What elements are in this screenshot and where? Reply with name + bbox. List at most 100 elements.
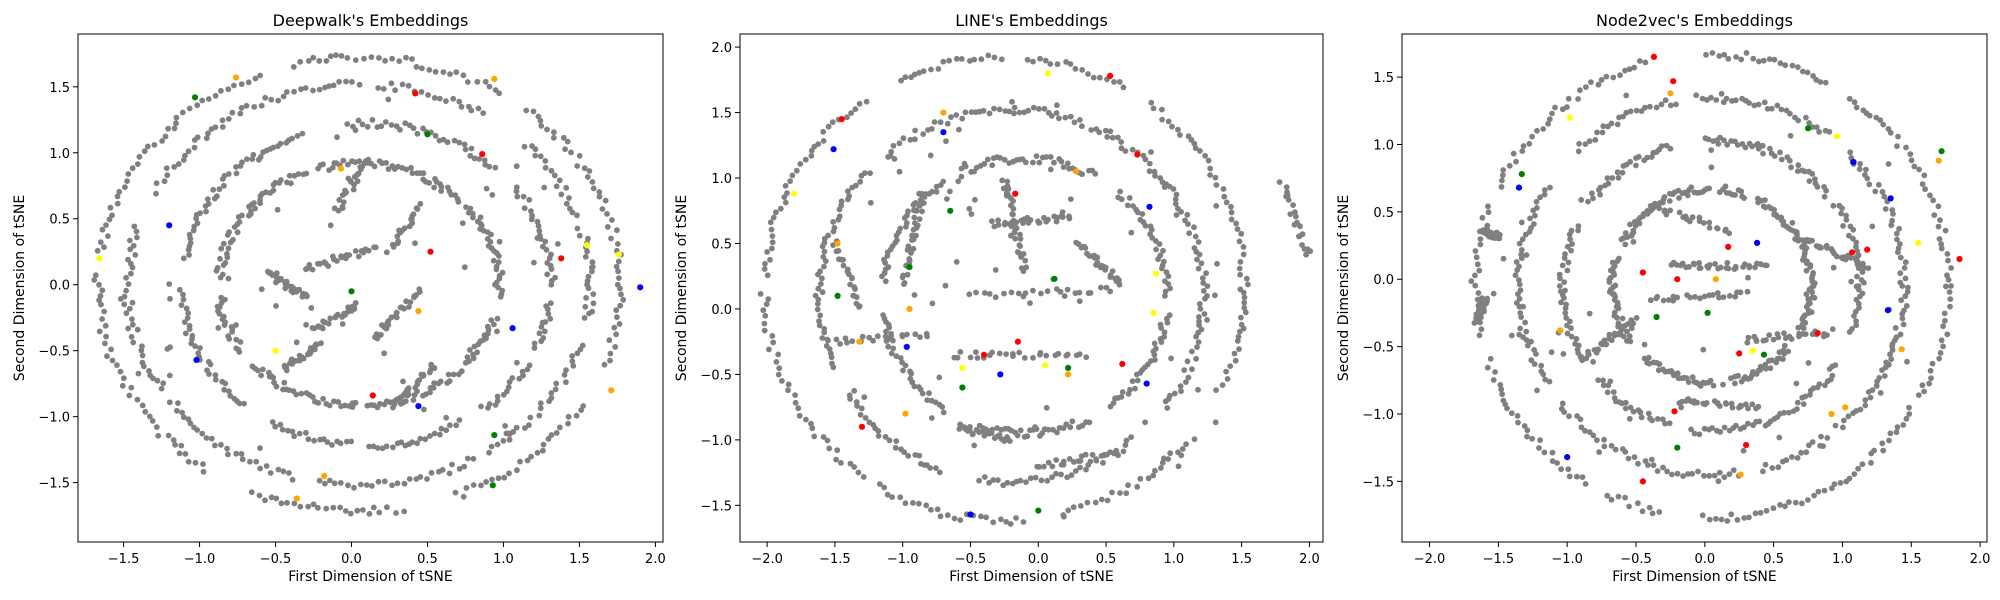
chart-1-point-grey: [995, 217, 1001, 224]
chart-1-point-grey: [973, 289, 979, 296]
chart-1-point-grey: [1077, 458, 1084, 464]
chart-0-point-grey: [101, 244, 107, 251]
chart-1-point-grey: [984, 156, 991, 163]
chart-1-point-grey: [906, 257, 913, 264]
chart-2-point-grey: [1735, 187, 1742, 194]
chart-2-point-grey: [1800, 401, 1807, 407]
chart-2-point-grey: [1534, 127, 1540, 134]
chart-0-point-grey: [418, 89, 425, 95]
chart-1-point-grey: [847, 396, 853, 402]
chart-1-point-grey: [1196, 318, 1202, 325]
chart-0-point-grey: [368, 54, 375, 60]
chart-1-point-grey: [1090, 74, 1097, 81]
chart-2-point: [1704, 309, 1711, 316]
chart-1-point-grey: [1191, 436, 1198, 443]
chart-0-point-grey: [218, 87, 224, 94]
chart-2-point-grey: [1853, 104, 1860, 111]
chart-0-point-grey: [555, 241, 561, 247]
chart-1-series-4: [834, 207, 1072, 514]
chart-1-point-grey: [1015, 290, 1022, 297]
chart-1-point: [906, 264, 913, 271]
chart-1-point-grey: [1167, 285, 1173, 292]
chart-2-panel: −2.0 −1.5 −1.0 −0.5 0.0 0.5 1.0 1.5 2.0−1.5−1.0−…: [1336, 11, 1990, 585]
chart-0-point-grey: [521, 205, 528, 212]
chart-2-point-grey: [1775, 334, 1782, 341]
chart-1-point-grey: [1067, 61, 1074, 67]
chart-0-point-grey: [165, 125, 172, 132]
chart-2-point-grey: [1757, 363, 1764, 370]
chart-2-point-grey: [1558, 466, 1564, 473]
chart-0-point-grey: [609, 217, 615, 223]
chart-0-point-grey: [517, 458, 523, 465]
chart-0-point-grey: [489, 476, 495, 483]
chart-0-point-grey: [349, 79, 355, 85]
chart-1-point-grey: [888, 333, 894, 340]
chart-1-point-grey: [858, 405, 865, 412]
chart-0-point-grey: [494, 441, 501, 448]
chart-2-point-grey: [1670, 259, 1677, 266]
chart-2-point-grey: [1674, 470, 1681, 477]
chart-1-point-grey: [1160, 455, 1167, 462]
chart-0-point-grey: [531, 340, 538, 347]
chart-1-point-grey: [896, 168, 903, 175]
chart-0-point-grey: [547, 300, 554, 307]
chart-2-point-grey: [1472, 272, 1478, 279]
chart-2-point-grey: [1821, 193, 1828, 200]
chart-1-point-grey: [881, 484, 888, 491]
chart-2-point-grey: [1702, 135, 1709, 142]
chart-1-point-grey: [1001, 156, 1008, 163]
chart-1-point-grey: [820, 434, 827, 440]
chart-0-point-grey: [528, 453, 534, 460]
chart-1-point-grey: [1147, 223, 1154, 230]
chart-2-point-grey: [1837, 480, 1844, 486]
chart-2-point-grey: [1577, 416, 1584, 423]
chart-2-point-grey: [1484, 295, 1491, 302]
chart-2-point-grey: [1699, 95, 1706, 102]
chart-2-point-grey: [1649, 510, 1656, 517]
chart-2-point-grey: [1896, 225, 1902, 232]
chart-0-point-grey: [488, 443, 495, 450]
chart-2-point-grey: [1767, 145, 1773, 152]
chart-0-point-grey: [119, 382, 126, 389]
chart-2-point: [1760, 351, 1768, 358]
chart-2-point-grey: [1927, 192, 1933, 199]
chart-0-point-grey: [105, 233, 111, 240]
chart-0-point-grey: [458, 368, 465, 375]
chart-0-point-grey: [421, 406, 427, 413]
chart-0-point-grey: [103, 222, 109, 229]
chart-1-x-tick-label: −2.0: [751, 552, 783, 567]
chart-0-series-0: [369, 90, 565, 399]
chart-0-point-grey: [257, 72, 263, 79]
chart-1-point-grey: [989, 162, 996, 169]
chart-0-point-grey: [270, 181, 277, 188]
chart-1-point-grey: [821, 329, 828, 336]
chart-2-point-grey: [1499, 391, 1505, 398]
chart-1-point-grey: [1100, 459, 1106, 466]
chart-0-point-grey: [482, 78, 489, 85]
chart-0-point-grey: [183, 305, 190, 312]
chart-0-y-tick-label: 0.5: [49, 213, 70, 228]
chart-1-point-grey: [838, 256, 845, 263]
chart-2-point-grey: [1573, 336, 1580, 342]
chart-2-point-grey: [1887, 430, 1894, 437]
chart-2-point-grey: [1853, 243, 1859, 250]
chart-0-point-grey: [544, 271, 551, 278]
chart-2-point-grey: [1512, 272, 1519, 279]
chart-2-point-grey: [1755, 403, 1762, 410]
chart-0-point-grey: [357, 481, 364, 488]
chart-1-point-grey: [893, 232, 900, 239]
chart-1-point-grey: [1241, 305, 1248, 311]
chart-0-point-grey: [529, 143, 535, 149]
chart-0-point-grey: [345, 482, 351, 489]
chart-2-point-grey: [1589, 190, 1595, 197]
chart-1-point-grey: [1077, 503, 1084, 509]
chart-1-point-grey: [1030, 287, 1036, 294]
chart-1-point-grey: [1064, 474, 1070, 481]
chart-2-point-grey: [1726, 293, 1733, 299]
chart-2-point: [1842, 404, 1849, 411]
chart-0-point-grey: [180, 414, 187, 421]
chart-2-point-grey: [1497, 382, 1504, 388]
chart-1-point-grey: [1116, 277, 1122, 283]
chart-0-point-grey: [369, 117, 376, 123]
chart-1-point-grey: [1082, 245, 1089, 251]
